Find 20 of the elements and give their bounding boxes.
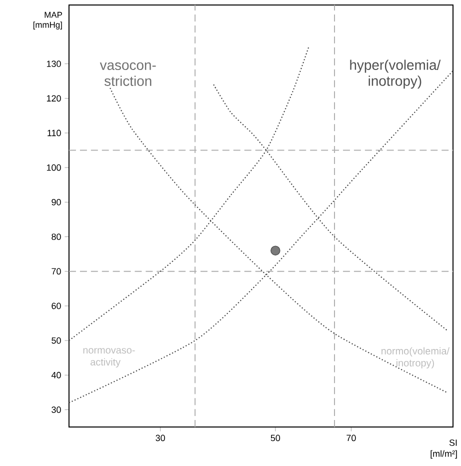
y-tick-label: 70 bbox=[52, 268, 61, 275]
annotation: normo(volemia/ inotropy) bbox=[382, 347, 450, 368]
y-tick-label: 110 bbox=[48, 130, 61, 136]
y-tick-label: 30 bbox=[52, 406, 61, 413]
annotation: hyper(volemia/ inotropy) bbox=[350, 60, 441, 89]
y-tick-label: 60 bbox=[52, 302, 61, 310]
x-tick-label: 50 bbox=[270, 434, 280, 442]
y-tick-label: 90 bbox=[52, 198, 61, 206]
y-axis-title: MAP [mmHg] bbox=[33, 12, 62, 30]
x-tick-label: 70 bbox=[346, 434, 356, 442]
y-tick-label: 50 bbox=[52, 337, 61, 344]
annotation: normovaso-activity bbox=[83, 348, 135, 368]
y-tick-label: 40 bbox=[51, 372, 61, 378]
x-axis-title: SI [ml/m²] bbox=[430, 440, 457, 459]
y-tick-label: 120 bbox=[46, 95, 61, 102]
y-tick-label: 100 bbox=[46, 164, 61, 171]
y-tick-label: 130 bbox=[46, 60, 61, 67]
x-tick-label: 30 bbox=[156, 434, 165, 442]
annotation: vasocon-striction bbox=[100, 62, 156, 86]
y-tick-label: 80 bbox=[52, 234, 61, 240]
